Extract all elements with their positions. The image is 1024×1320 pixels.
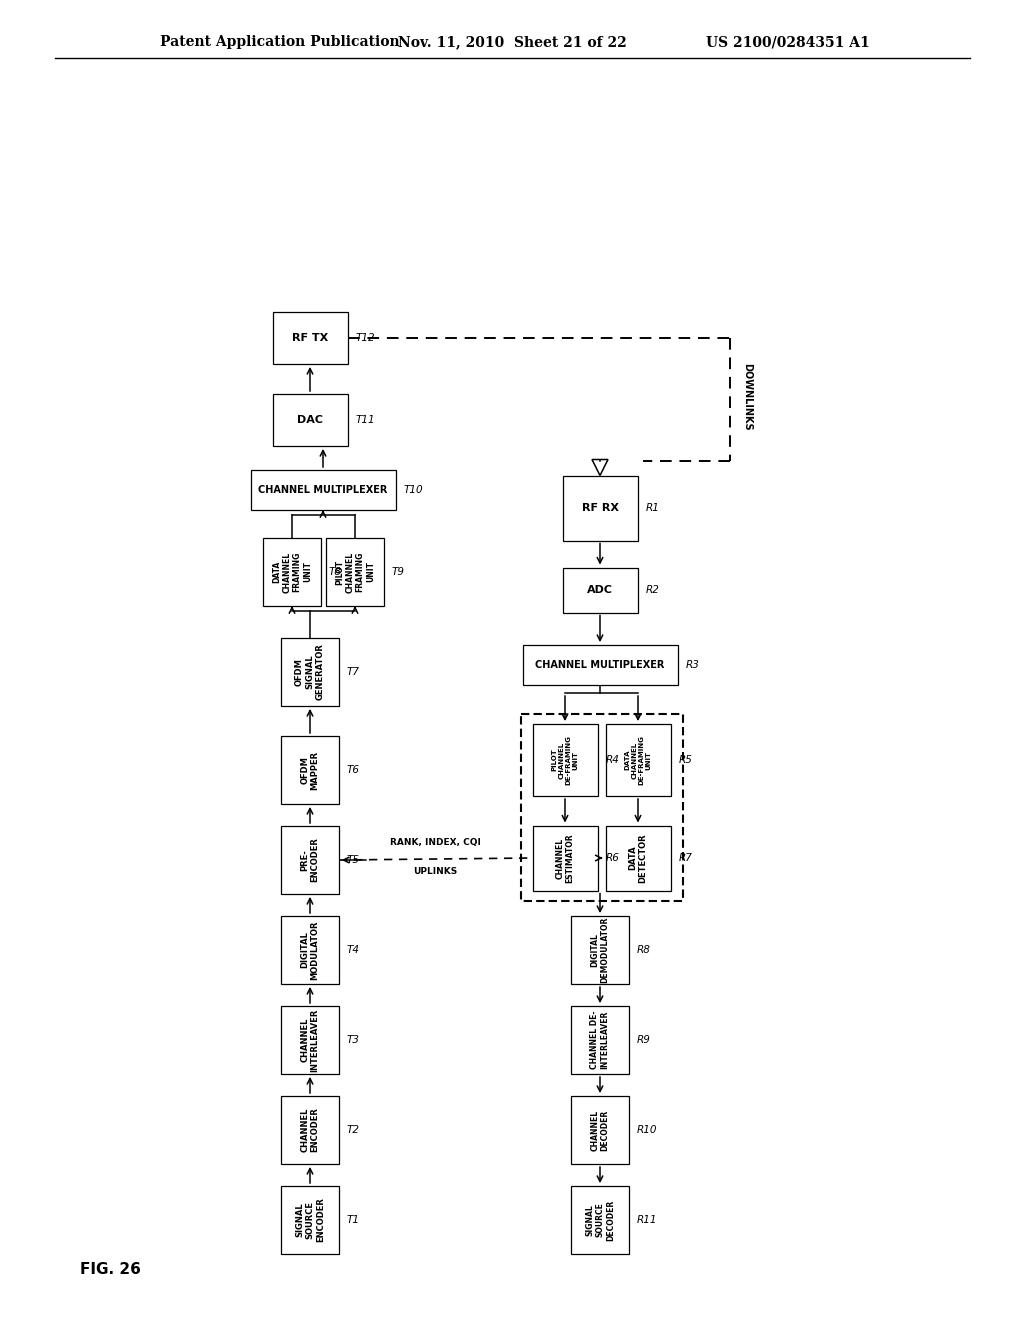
FancyBboxPatch shape bbox=[605, 825, 671, 891]
Text: PILOT
CHANNEL
FRAMING
UNIT: PILOT CHANNEL FRAMING UNIT bbox=[335, 552, 375, 593]
Text: ADC: ADC bbox=[587, 585, 613, 595]
Text: DIGITAL
MODULATOR: DIGITAL MODULATOR bbox=[300, 920, 319, 979]
Text: CHANNEL DE-
INTERLEAVER: CHANNEL DE- INTERLEAVER bbox=[590, 1011, 609, 1069]
FancyBboxPatch shape bbox=[263, 539, 321, 606]
Text: T7: T7 bbox=[347, 667, 360, 677]
Text: US 2100/0284351 A1: US 2100/0284351 A1 bbox=[707, 36, 870, 49]
FancyBboxPatch shape bbox=[571, 1185, 629, 1254]
Text: T8: T8 bbox=[329, 568, 342, 577]
Text: OFDM
MAPPER: OFDM MAPPER bbox=[300, 751, 319, 789]
FancyBboxPatch shape bbox=[571, 1006, 629, 1074]
Text: R8: R8 bbox=[637, 945, 651, 954]
FancyBboxPatch shape bbox=[281, 1006, 339, 1074]
Text: OFDM
SIGNAL
GENERATOR: OFDM SIGNAL GENERATOR bbox=[295, 644, 325, 701]
Text: R9: R9 bbox=[637, 1035, 651, 1045]
Text: R2: R2 bbox=[645, 585, 659, 595]
Text: CHANNEL
DECODER: CHANNEL DECODER bbox=[590, 1109, 609, 1151]
Text: R10: R10 bbox=[637, 1125, 657, 1135]
Text: R5: R5 bbox=[679, 755, 692, 766]
Text: DOWNLINKS: DOWNLINKS bbox=[742, 363, 752, 430]
Text: T4: T4 bbox=[347, 945, 360, 954]
Text: T5: T5 bbox=[347, 855, 360, 865]
FancyBboxPatch shape bbox=[562, 568, 638, 612]
Text: R6: R6 bbox=[605, 853, 620, 863]
Text: CHANNEL MULTIPLEXER: CHANNEL MULTIPLEXER bbox=[536, 660, 665, 671]
Text: CHANNEL
ENCODER: CHANNEL ENCODER bbox=[300, 1107, 319, 1152]
Text: DIGITAL
DEMODULATOR: DIGITAL DEMODULATOR bbox=[590, 917, 609, 983]
FancyBboxPatch shape bbox=[281, 1185, 339, 1254]
Text: SIGNAL
SOURCE
DECODER: SIGNAL SOURCE DECODER bbox=[585, 1200, 614, 1241]
Text: R4: R4 bbox=[605, 755, 620, 766]
FancyBboxPatch shape bbox=[562, 475, 638, 540]
Text: R3: R3 bbox=[685, 660, 699, 671]
Text: T10: T10 bbox=[403, 484, 423, 495]
Text: DATA
CHANNEL
FRAMING
UNIT: DATA CHANNEL FRAMING UNIT bbox=[272, 552, 312, 593]
Text: RF TX: RF TX bbox=[292, 333, 328, 343]
Text: T11: T11 bbox=[355, 414, 375, 425]
FancyBboxPatch shape bbox=[281, 1096, 339, 1164]
Text: DATA
DETECTOR: DATA DETECTOR bbox=[629, 833, 648, 883]
Text: T12: T12 bbox=[355, 333, 375, 343]
FancyBboxPatch shape bbox=[522, 645, 678, 685]
Text: CHANNEL
ESTIMATOR: CHANNEL ESTIMATOR bbox=[555, 833, 574, 883]
Text: UPLINKS: UPLINKS bbox=[414, 867, 458, 876]
Text: T1: T1 bbox=[347, 1214, 360, 1225]
Text: DAC: DAC bbox=[297, 414, 323, 425]
FancyBboxPatch shape bbox=[571, 916, 629, 983]
FancyBboxPatch shape bbox=[281, 737, 339, 804]
Text: T2: T2 bbox=[347, 1125, 360, 1135]
FancyBboxPatch shape bbox=[272, 393, 347, 446]
Text: DATA
CHANNEL
DE-FRAMING
UNIT: DATA CHANNEL DE-FRAMING UNIT bbox=[625, 735, 651, 785]
FancyBboxPatch shape bbox=[532, 723, 597, 796]
FancyBboxPatch shape bbox=[281, 826, 339, 894]
FancyBboxPatch shape bbox=[281, 916, 339, 983]
Text: CHANNEL MULTIPLEXER: CHANNEL MULTIPLEXER bbox=[258, 484, 388, 495]
Text: R7: R7 bbox=[679, 853, 692, 863]
Text: PRE-
ENCODER: PRE- ENCODER bbox=[300, 838, 319, 883]
Text: Nov. 11, 2010  Sheet 21 of 22: Nov. 11, 2010 Sheet 21 of 22 bbox=[397, 36, 627, 49]
FancyBboxPatch shape bbox=[281, 638, 339, 706]
Text: R1: R1 bbox=[645, 503, 659, 513]
Text: T6: T6 bbox=[347, 766, 360, 775]
Text: PILOT
CHANNEL
DE-FRAMING
UNIT: PILOT CHANNEL DE-FRAMING UNIT bbox=[552, 735, 579, 785]
Text: RANK, INDEX, CQI: RANK, INDEX, CQI bbox=[390, 838, 481, 847]
Text: CHANNEL
INTERLEAVER: CHANNEL INTERLEAVER bbox=[300, 1008, 319, 1072]
FancyBboxPatch shape bbox=[326, 539, 384, 606]
FancyBboxPatch shape bbox=[605, 723, 671, 796]
Text: T3: T3 bbox=[347, 1035, 360, 1045]
Text: T9: T9 bbox=[392, 568, 406, 577]
FancyBboxPatch shape bbox=[571, 1096, 629, 1164]
Text: RF RX: RF RX bbox=[582, 503, 618, 513]
FancyBboxPatch shape bbox=[532, 825, 597, 891]
FancyBboxPatch shape bbox=[251, 470, 395, 510]
Text: FIG. 26: FIG. 26 bbox=[80, 1262, 141, 1278]
Text: SIGNAL
SOURCE
ENCODER: SIGNAL SOURCE ENCODER bbox=[295, 1197, 325, 1242]
FancyBboxPatch shape bbox=[272, 312, 347, 364]
Text: Patent Application Publication: Patent Application Publication bbox=[160, 36, 399, 49]
Text: R11: R11 bbox=[637, 1214, 657, 1225]
